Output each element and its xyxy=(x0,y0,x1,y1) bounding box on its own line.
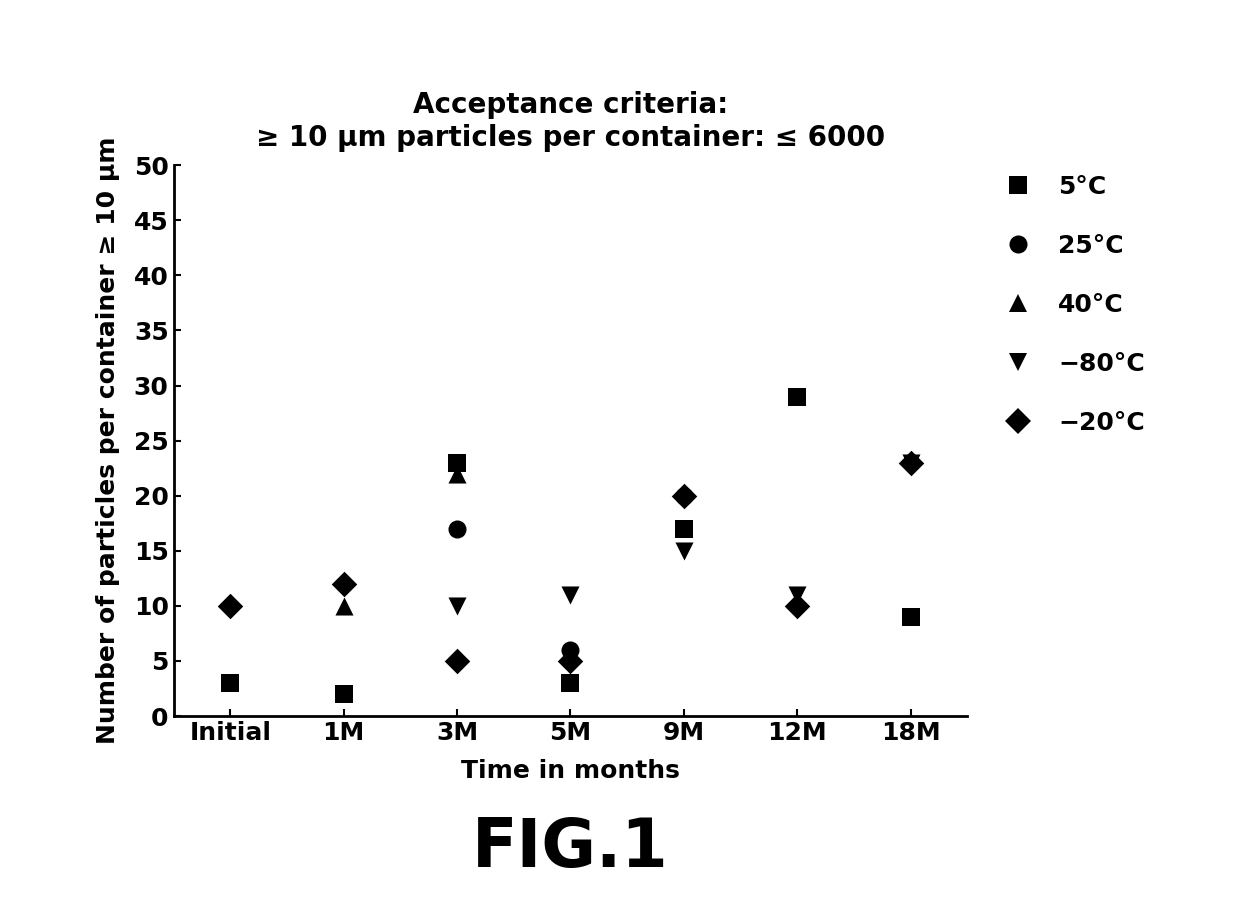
Point xyxy=(673,488,693,503)
Point xyxy=(221,676,241,690)
Point xyxy=(448,466,467,481)
Title: Acceptance criteria:
≥ 10 μm particles per container: ≤ 6000: Acceptance criteria: ≥ 10 μm particles p… xyxy=(255,92,885,151)
Point xyxy=(560,588,580,602)
Point xyxy=(787,599,807,613)
X-axis label: Time in months: Time in months xyxy=(461,759,680,783)
Text: FIG.1: FIG.1 xyxy=(472,815,668,881)
Y-axis label: Number of particles per container ≥ 10 μm: Number of particles per container ≥ 10 μ… xyxy=(95,137,120,744)
Point xyxy=(560,654,580,668)
Point xyxy=(673,543,693,558)
Legend: 5°C, 25°C, 40°C, −80°C, −20°C: 5°C, 25°C, 40°C, −80°C, −20°C xyxy=(983,165,1154,445)
Point xyxy=(673,488,693,503)
Point xyxy=(900,455,920,470)
Point xyxy=(334,599,353,613)
Point xyxy=(448,654,467,668)
Point xyxy=(448,599,467,613)
Point xyxy=(673,521,693,536)
Point xyxy=(560,676,580,690)
Point xyxy=(900,610,920,624)
Point xyxy=(900,455,920,470)
Point xyxy=(221,599,241,613)
Point xyxy=(787,389,807,404)
Point xyxy=(334,687,353,701)
Point xyxy=(560,643,580,657)
Point xyxy=(334,577,353,591)
Point xyxy=(787,588,807,602)
Point xyxy=(448,521,467,536)
Point xyxy=(448,455,467,470)
